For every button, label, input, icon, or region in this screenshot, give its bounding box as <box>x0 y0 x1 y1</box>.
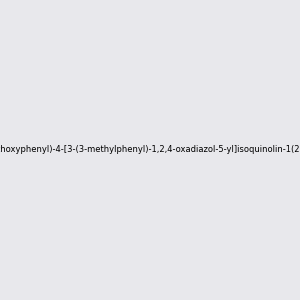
Text: 2-(4-ethoxyphenyl)-4-[3-(3-methylphenyl)-1,2,4-oxadiazol-5-yl]isoquinolin-1(2H)-: 2-(4-ethoxyphenyl)-4-[3-(3-methylphenyl)… <box>0 146 300 154</box>
